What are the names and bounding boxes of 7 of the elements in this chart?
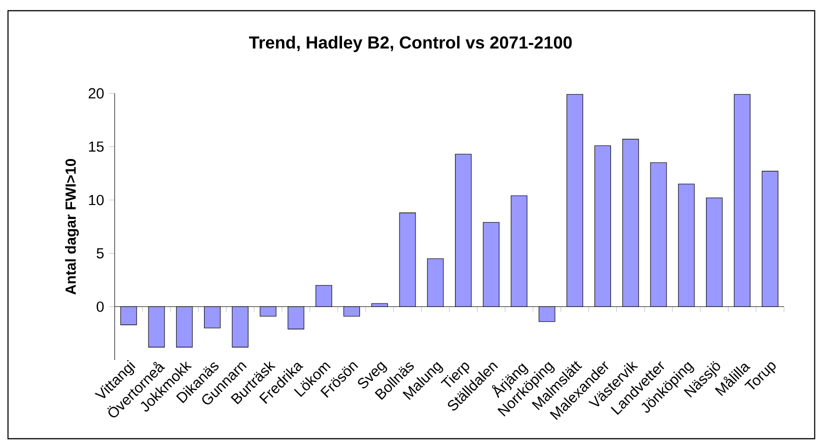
y-tick-label: 0 [96, 301, 104, 312]
y-tick-label: 5 [96, 248, 104, 258]
chart-title: Trend, Hadley B2, Control vs 2071-2100 [249, 36, 572, 52]
y-axis-title: Antal dagar FWI>10 [65, 159, 79, 295]
y-tick-label: 20 [88, 88, 104, 99]
y-tick-label: 10 [89, 194, 104, 206]
y-tick-label: 15 [89, 142, 104, 152]
